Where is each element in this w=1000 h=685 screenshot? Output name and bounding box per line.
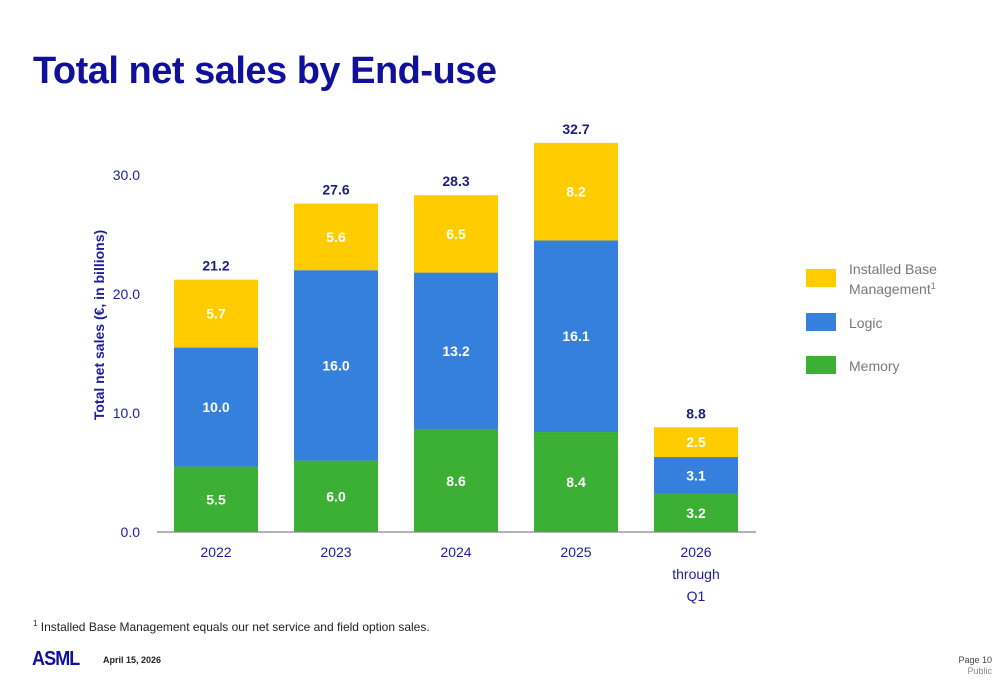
data-label: 5.6 xyxy=(326,229,346,245)
y-tick-label: 10.0 xyxy=(113,405,140,421)
legend-logic-swatch xyxy=(806,313,836,331)
data-label: 10.0 xyxy=(202,399,229,415)
total-label: 27.6 xyxy=(322,182,349,198)
bar-segment-installed-base-management xyxy=(534,142,618,241)
data-label: 3.1 xyxy=(686,467,706,483)
data-label: 6.5 xyxy=(446,226,466,242)
footnote-marker: 1 xyxy=(33,619,38,628)
data-label: 16.0 xyxy=(322,357,349,373)
legend-ibm-label: Installed Base xyxy=(849,261,937,277)
bar-segment-memory xyxy=(414,429,498,532)
data-label: 5.5 xyxy=(206,491,226,507)
x-tick-label: 2026 xyxy=(680,544,711,560)
bar-segment-memory xyxy=(294,460,378,532)
bar-segment-memory xyxy=(534,432,618,532)
bar-segment-logic xyxy=(534,240,618,433)
x-tick-label: 2024 xyxy=(440,544,471,560)
legend-ibm-swatch xyxy=(806,269,836,287)
footnote: 1 Installed Base Management equals our n… xyxy=(33,619,430,634)
total-label: 28.3 xyxy=(442,173,469,189)
bar-segment-logic xyxy=(294,270,378,461)
y-tick-label: 30.0 xyxy=(113,167,140,183)
data-label: 6.0 xyxy=(326,488,346,504)
total-label: 8.8 xyxy=(686,405,706,421)
bar-segment-installed-base-management xyxy=(654,427,738,458)
legend-memory-label: Memory xyxy=(849,358,900,374)
bar-segment-memory xyxy=(654,493,738,532)
page-title: Total net sales by End-use xyxy=(33,50,497,92)
data-label: 13.2 xyxy=(442,343,469,359)
bar-segment-installed-base-management xyxy=(294,203,378,271)
total-label: 32.7 xyxy=(562,121,589,137)
asml-logo: ASML xyxy=(32,648,80,670)
bar-segment-memory xyxy=(174,466,258,532)
legend-logic-label: Logic xyxy=(849,315,882,331)
y-tick-label: 20.0 xyxy=(113,286,140,302)
footer-date: April 15, 2026 xyxy=(103,655,162,665)
classification-label: Public xyxy=(967,666,992,676)
y-axis-label: Total net sales (€, in billions) xyxy=(91,230,107,420)
data-label: 8.2 xyxy=(566,184,586,200)
bar-segment-installed-base-management xyxy=(174,279,258,348)
x-tick-label: 2025 xyxy=(560,544,591,560)
legend-ibm-label: Management1 xyxy=(849,281,936,297)
data-label: 8.6 xyxy=(446,473,466,489)
data-label: 5.7 xyxy=(206,306,226,322)
y-tick-label: 0.0 xyxy=(121,524,141,540)
bar-segment-logic xyxy=(414,272,498,430)
x-tick-label: Q1 xyxy=(687,588,706,604)
bar-segment-installed-base-management xyxy=(414,195,498,273)
footnote-text: Installed Base Management equals our net… xyxy=(37,620,430,634)
data-label: 16.1 xyxy=(562,328,589,344)
data-label: 8.4 xyxy=(566,474,586,490)
x-tick-label: 2023 xyxy=(320,544,351,560)
x-tick-label: 2022 xyxy=(200,544,231,560)
x-tick-label: through xyxy=(672,566,719,582)
data-label: 2.5 xyxy=(686,434,706,450)
page-number: Page 10 xyxy=(958,655,992,665)
bar-segment-logic xyxy=(654,457,738,494)
data-label: 3.2 xyxy=(686,505,706,521)
legend-memory-swatch xyxy=(806,356,836,374)
total-label: 21.2 xyxy=(202,258,229,274)
bar-segment-logic xyxy=(174,347,258,467)
